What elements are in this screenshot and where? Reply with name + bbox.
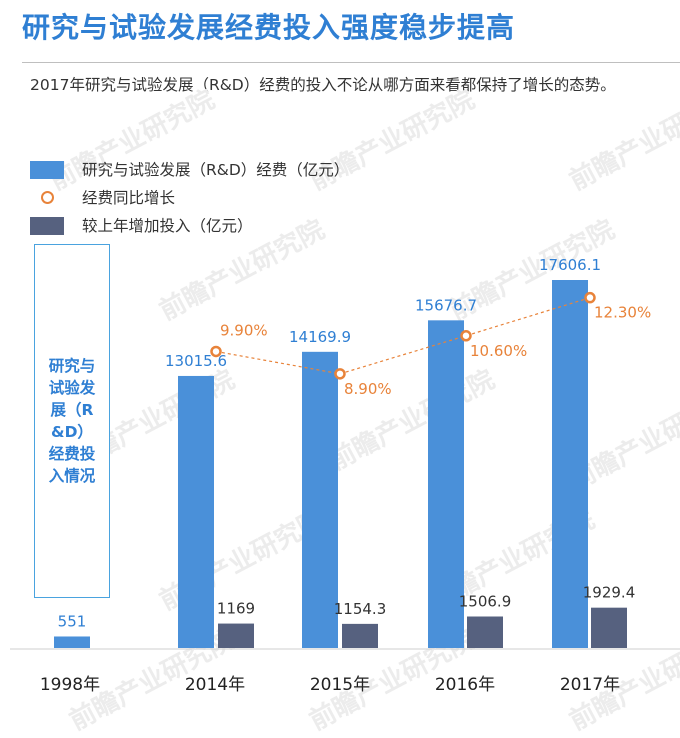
growth-line	[215, 297, 591, 375]
x-tick-label: 1998年	[40, 675, 100, 695]
growth-point	[334, 368, 346, 380]
data-label-increase: 1154.3	[334, 600, 387, 618]
subtitle: 2017年研究与试验发展（R&D）经费的投入不论从哪方面来看都保持了增长的态势。	[30, 76, 616, 94]
legend-swatch-rd-funding	[30, 161, 64, 179]
growth-point	[210, 345, 222, 358]
bar-increase	[591, 607, 627, 648]
legend-label-rd-funding: 研究与试验发展（R&D）经费（亿元）	[82, 161, 350, 179]
bar-increase	[467, 616, 503, 648]
x-tick-label: 2014年	[185, 675, 245, 695]
bar-chart: 551 13015.6 14169.9 15676.7 17606.1 1169 1154.…	[10, 256, 680, 695]
bar-rd-funding	[302, 351, 338, 648]
x-tick-label: 2017年	[560, 675, 620, 695]
bar-rd-funding	[54, 636, 90, 648]
legend-label-growth: 经费同比增长	[82, 189, 176, 207]
bar-increase	[218, 623, 254, 648]
data-label-growth: 8.90%	[344, 380, 392, 398]
data-label-rd-funding: 551	[58, 612, 87, 630]
data-label-increase: 1929.4	[583, 584, 636, 602]
y-axis-label: 研究与试验发展（R&D）经费投入情况	[48, 357, 96, 485]
data-label-rd-funding: 17606.1	[539, 256, 601, 274]
page-title: 研究与试验发展经费投入强度稳步提高	[22, 11, 516, 44]
x-tick-label: 2016年	[435, 675, 495, 695]
legend-swatch-increase	[30, 217, 64, 235]
data-label-growth: 12.30%	[594, 304, 651, 322]
title-divider	[22, 62, 680, 63]
bar-increase	[342, 623, 378, 648]
data-label-rd-funding: 14169.9	[289, 328, 351, 346]
data-label-increase: 1169	[217, 600, 255, 618]
x-tick-label: 2015年	[310, 675, 370, 695]
data-label-increase: 1506.9	[459, 593, 512, 611]
legend-swatch-growth	[41, 191, 54, 204]
legend-label-increase: 较上年增加投入（亿元）	[82, 217, 253, 235]
data-label-growth: 9.90%	[220, 321, 268, 339]
growth-point	[584, 291, 596, 304]
bar-rd-funding	[428, 320, 464, 648]
bar-rd-funding	[178, 375, 214, 648]
data-label-growth: 10.60%	[470, 342, 527, 360]
data-label-rd-funding: 13015.6	[165, 352, 227, 370]
bar-rd-funding	[552, 280, 588, 648]
growth-point	[460, 330, 472, 342]
y-axis-label-box: 研究与试验发展（R&D）经费投入情况	[34, 244, 110, 598]
data-label-rd-funding: 15676.7	[415, 296, 477, 314]
